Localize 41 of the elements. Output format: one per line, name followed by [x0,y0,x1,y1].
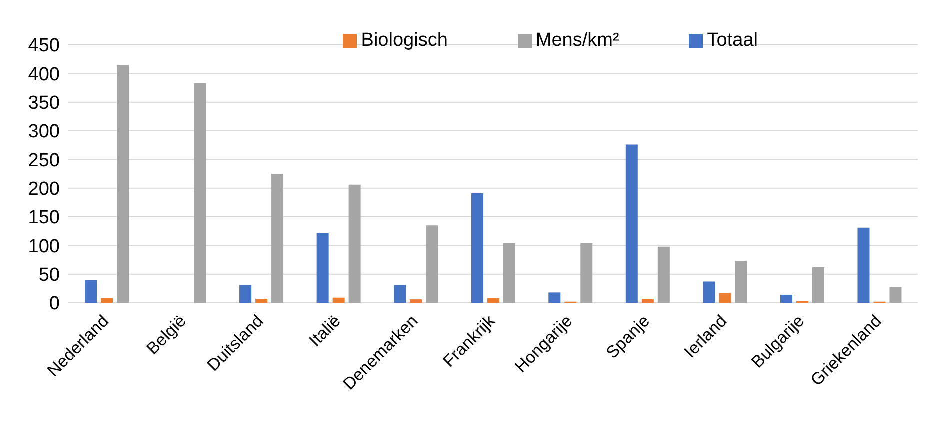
bar [101,298,113,303]
bar [626,144,638,303]
bar [703,282,716,303]
bar [812,267,824,303]
bar [780,294,792,303]
bar [658,246,670,303]
y-tick-label: 350 [28,93,60,114]
y-tick-label: 100 [28,236,60,258]
bar [548,292,561,303]
bar [117,65,129,303]
bar [471,193,484,303]
y-tick-label: 0 [49,294,60,315]
bar [316,233,329,303]
bar [272,174,284,303]
y-tick-label: 300 [28,122,60,143]
bar [642,298,654,303]
bar [426,226,438,303]
y-tick-label: 450 [28,36,60,57]
y-tick-label: 50 [38,265,60,286]
bar [85,280,97,303]
bar [503,243,516,303]
y-tick-label: 250 [28,150,60,172]
bar [394,285,406,303]
legend-label: Biologisch [361,30,448,51]
bar [410,300,422,303]
bar [487,298,500,303]
bar [890,288,902,303]
bar [735,261,748,303]
bar [719,293,732,303]
y-tick-label: 150 [28,208,60,229]
bar [580,243,593,303]
bar [332,298,345,303]
y-tick-label: 400 [28,64,60,86]
bar [858,228,870,303]
y-tick-label: 200 [28,179,60,200]
bar [348,184,361,303]
legend-label: Mens/km² [536,30,620,51]
bar [256,298,268,303]
bar [194,83,206,303]
bar [240,285,252,303]
legend-label: Totaal [707,30,758,51]
